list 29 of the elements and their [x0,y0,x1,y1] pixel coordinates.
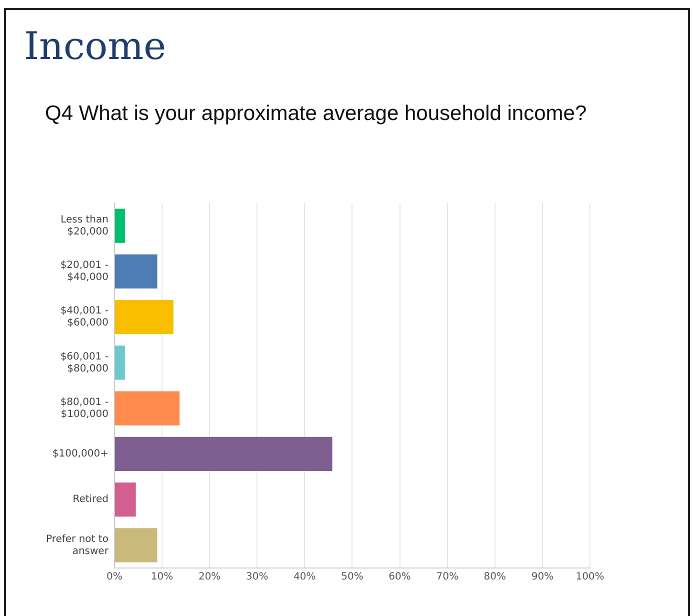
bar [114,528,158,562]
bar [114,436,332,472]
y-tick-label: $20,001 - $40,000 [60,260,109,284]
bar [114,391,180,426]
y-tick-label: $80,001 - $100,000 [60,396,109,420]
bar [114,208,125,243]
x-tick-label: 30% [246,572,268,583]
y-tick-label: Retired [72,494,108,506]
chart-subtitle: Q4 What is your approximate average household income? [45,102,587,126]
y-tick-label: $100,000+ [52,448,108,460]
x-tick-label: 10% [150,572,174,583]
x-tick-label: 60% [388,572,411,583]
bar [114,482,136,517]
x-tick-label: 20% [198,572,221,583]
y-tick-label: Less than $20,000 [60,214,108,238]
y-tick-label: $60,001 - $80,000 [60,351,109,374]
x-tick-label: 100% [576,572,604,583]
bar [114,300,174,334]
x-tick-label: 40% [294,572,316,583]
x-tick-label: 90% [531,572,554,583]
bar [114,254,158,289]
x-tick-label: 50% [341,572,364,583]
chart-title: Income [24,24,166,68]
x-tick-label: 80% [484,572,506,583]
y-tick-label: $40,001 - $60,000 [60,306,109,329]
y-tick-label: Prefer not to answer [46,534,110,557]
x-tick-label: 70% [436,572,458,583]
x-tick-label: 0% [106,572,122,583]
bar [114,346,125,380]
